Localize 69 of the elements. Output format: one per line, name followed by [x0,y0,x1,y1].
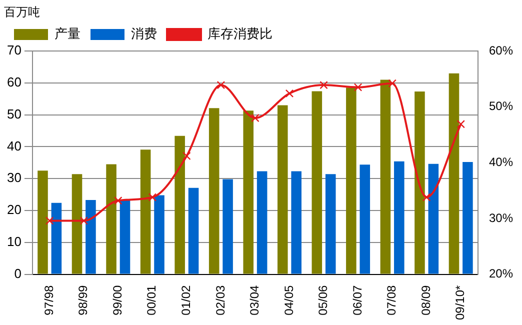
point [285,89,294,98]
x-tick-label: 09/10* [453,284,468,320]
y-axis-title: 百万吨 [4,4,40,21]
bar [291,171,302,274]
x-tick-label: 02/03 [213,284,228,316]
x-tick-label: 99/00 [110,284,124,316]
point [251,114,260,122]
point [182,152,191,160]
bar [188,188,199,274]
bar [222,179,233,274]
legend-label: 库存消费比 [208,26,272,42]
y2-tick-label: 20% [488,266,514,281]
y-tick-label: 70 [6,42,22,58]
bar [51,202,62,274]
bar [120,200,130,274]
bar [174,136,185,274]
legend-label: 消费 [131,26,157,42]
y-tick-label: 0 [14,266,22,281]
bar [72,174,82,274]
point [422,193,431,202]
legend-label: 产量 [54,26,80,42]
bar [208,108,220,274]
point [114,196,122,205]
y2-tick-label: 60% [488,43,514,58]
bar [243,110,254,274]
point [456,120,465,128]
y2-tick-label: 50% [488,99,514,114]
x-tick-label: 06/07 [350,284,364,316]
y-tick-label: 20 [6,202,22,218]
y-tick-label: 60 [6,74,22,90]
point [216,80,226,90]
y-tick-label: 50 [6,106,22,122]
y-tick-label: 40 [6,138,22,154]
bar [325,174,336,274]
y-tick-label: 30 [6,170,22,186]
bar [462,162,473,274]
bar [86,200,96,274]
point [388,79,396,88]
bar [256,171,268,274]
x-tick-label: 97/98 [42,284,56,316]
point [80,216,88,225]
x-tick-label: 04/05 [282,284,296,316]
bar [38,170,48,274]
x-tick-label: 07/08 [384,284,399,316]
x-tick-label: 01/02 [178,284,193,316]
x-tick-label: 03/04 [248,284,262,316]
point [320,80,328,90]
bar [448,73,460,274]
bar [154,195,164,274]
point [148,193,157,202]
y2-tick-label: 40% [488,154,514,169]
bar [414,92,425,274]
x-tick-label: 00/01 [144,284,159,316]
x-tick-label: 98/99 [76,284,90,316]
y-tick-label: 10 [6,234,22,249]
bar [360,164,370,274]
point [45,216,54,225]
y2-tick-label: 30% [488,210,514,225]
bar [140,150,151,274]
x-tick-label: 08/09 [418,284,433,316]
x-tick-label: 05/06 [316,284,330,316]
bar [428,164,439,274]
bar [278,105,288,274]
bar [380,80,391,274]
bar [106,164,116,274]
bar [312,91,322,274]
point [354,83,362,92]
bar [346,88,356,274]
bar [394,161,404,274]
